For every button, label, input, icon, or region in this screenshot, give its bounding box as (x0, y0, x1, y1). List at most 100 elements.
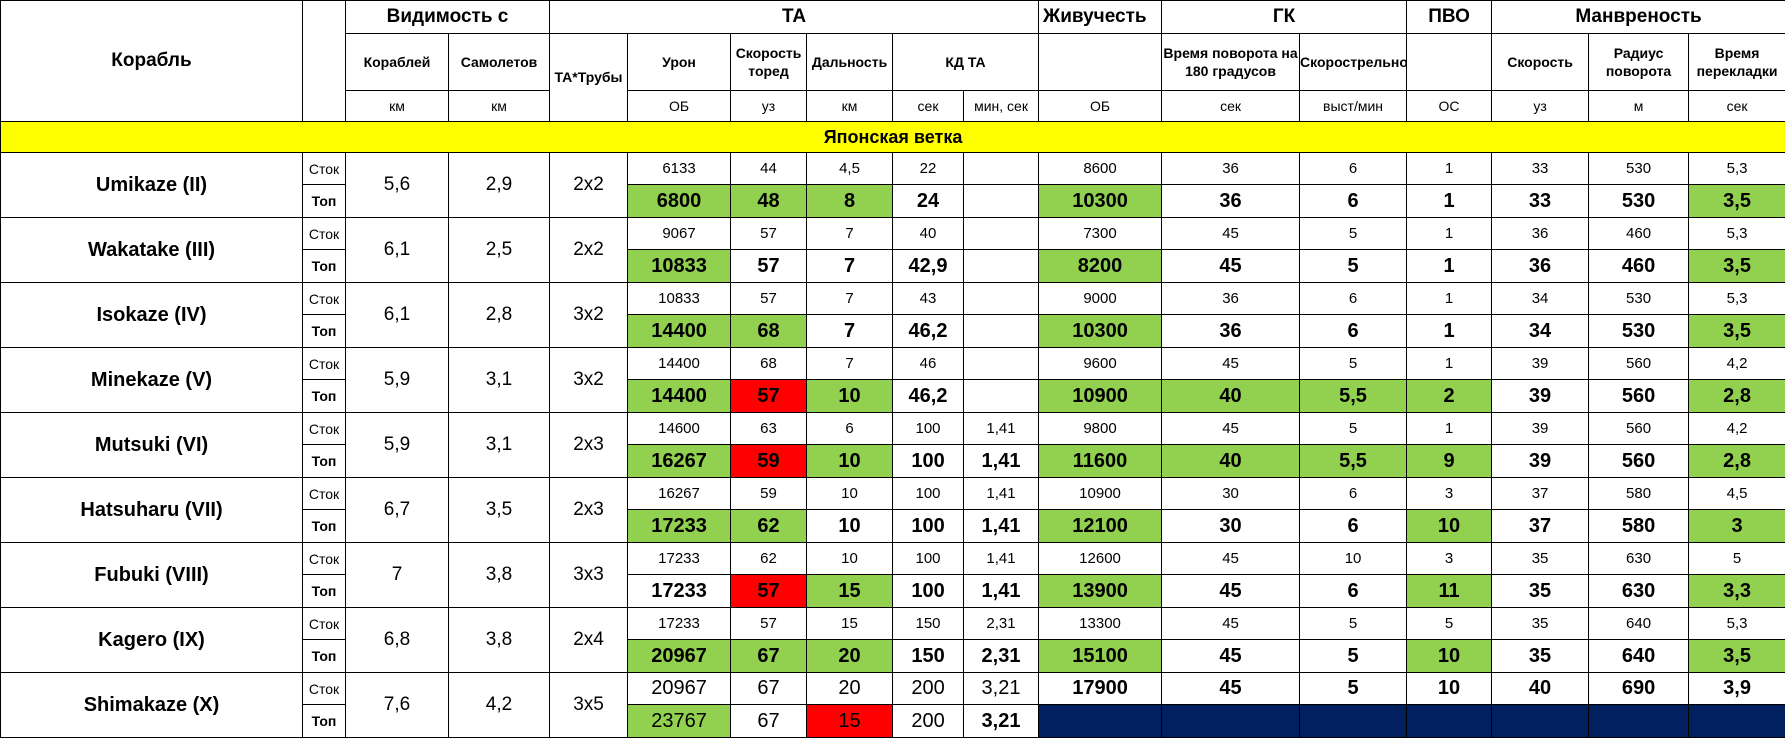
tubes: 3x2 (549, 282, 629, 348)
top-spd: 62 (730, 509, 808, 543)
stock-rudder: 5,3 (1688, 217, 1785, 250)
stock-turn: 45 (1161, 347, 1301, 380)
top-dmg: 20967 (627, 639, 732, 673)
stock-rof: 5 (1299, 607, 1408, 640)
tubes: 3x5 (549, 672, 629, 738)
vis-ships: 5,9 (345, 412, 449, 478)
stock-rng: 7 (806, 347, 894, 380)
stock-rng: 7 (806, 217, 894, 250)
top-dmg: 6800 (627, 184, 732, 218)
stock-rof: 10 (1299, 542, 1408, 575)
top-hp: 10300 (1038, 184, 1163, 218)
top-speed: 39 (1491, 444, 1590, 478)
header-damage: Урон (627, 33, 732, 91)
stock-turn: 30 (1161, 477, 1301, 510)
tubes: 3x2 (549, 347, 629, 413)
stock-rng: 15 (806, 607, 894, 640)
top-kdm: 3,21 (963, 704, 1040, 738)
stock-dmg: 20967 (627, 672, 732, 705)
top-hp (1038, 704, 1163, 738)
stock-radius: 560 (1588, 347, 1690, 380)
stock-kd: 40 (892, 217, 965, 250)
top-hp: 12100 (1038, 509, 1163, 543)
stock-kdm: 2,31 (963, 607, 1040, 640)
top-rng: 10 (806, 379, 894, 413)
top-dmg: 23767 (627, 704, 732, 738)
top-kd: 46,2 (892, 314, 965, 348)
stock-rof: 5 (1299, 412, 1408, 445)
stock-rudder: 5,3 (1688, 282, 1785, 315)
stock-rudder: 3,9 (1688, 672, 1785, 705)
stock-rng: 6 (806, 412, 894, 445)
stock-radius: 530 (1588, 152, 1690, 185)
top-turn: 40 (1161, 444, 1301, 478)
top-rng: 8 (806, 184, 894, 218)
stock-hp: 9000 (1038, 282, 1163, 315)
tubes: 2x3 (549, 412, 629, 478)
ship-name: Kagero (IX) (0, 607, 303, 673)
stock-kd: 46 (892, 347, 965, 380)
ship-name: Isokaze (IV) (0, 282, 303, 348)
state-stock: Сток (302, 607, 346, 640)
top-dmg: 14400 (627, 379, 732, 413)
top-aa: 1 (1406, 314, 1493, 348)
vis-ships: 6,1 (345, 217, 449, 283)
state-top: Топ (302, 379, 346, 413)
stock-spd: 63 (730, 412, 808, 445)
vis-ships: 6,7 (345, 477, 449, 543)
top-turn: 36 (1161, 314, 1301, 348)
top-rudder: 3,5 (1688, 184, 1785, 218)
header-speed: Скорость (1491, 33, 1590, 91)
vis-ships: 7,6 (345, 672, 449, 738)
stock-turn: 45 (1161, 672, 1301, 705)
table-row: Umikaze (II) Сток 5,6 2,9 2x2 6133 44 4,5 22 8600… (0, 152, 1785, 218)
top-rof: 6 (1299, 574, 1408, 608)
top-rng: 15 (806, 574, 894, 608)
top-hp: 8200 (1038, 249, 1163, 283)
ship-name: Umikaze (II) (0, 152, 303, 218)
top-radius: 630 (1588, 574, 1690, 608)
stock-hp: 17900 (1038, 672, 1163, 705)
stock-kdm: 1,41 (963, 477, 1040, 510)
stock-spd: 68 (730, 347, 808, 380)
top-kd: 100 (892, 574, 965, 608)
stock-rng: 7 (806, 282, 894, 315)
table-row: Minekaze (V) Сток 5,9 3,1 3x2 14400 68 7 46 9600 4… (0, 347, 1785, 413)
top-radius: 560 (1588, 379, 1690, 413)
top-radius: 460 (1588, 249, 1690, 283)
top-kd: 100 (892, 509, 965, 543)
stock-speed: 40 (1491, 672, 1590, 705)
top-rudder: 3 (1688, 509, 1785, 543)
table-row: Mutsuki (VI) Сток 5,9 3,1 2x3 14600 63 6 100 1,41… (0, 412, 1785, 478)
stock-rudder: 5 (1688, 542, 1785, 575)
top-speed: 39 (1491, 379, 1590, 413)
top-aa: 9 (1406, 444, 1493, 478)
table-row: Топ 23767 67 15 200 3,21 (1, 704, 1785, 738)
top-dmg: 10833 (627, 249, 732, 283)
header-maneuver: Манвреность (1491, 0, 1785, 34)
stock-rof: 6 (1299, 152, 1408, 185)
top-kdm (963, 314, 1040, 348)
header-vis-ships: Кораблей (345, 33, 449, 91)
stock-rof: 5 (1299, 347, 1408, 380)
top-aa: 1 (1406, 249, 1493, 283)
top-kdm: 1,41 (963, 574, 1040, 608)
stock-aa: 5 (1406, 607, 1493, 640)
top-kd: 24 (892, 184, 965, 218)
header-rudder: Время перекладки (1688, 33, 1785, 91)
stock-radius: 690 (1588, 672, 1690, 705)
vis-planes: 3,1 (447, 347, 551, 413)
state-stock: Сток (302, 347, 346, 380)
header-state: состояние (302, 0, 346, 122)
stock-spd: 57 (730, 282, 808, 315)
top-rng: 7 (806, 314, 894, 348)
stock-hp: 12600 (1038, 542, 1163, 575)
top-spd: 48 (730, 184, 808, 218)
top-rudder (1688, 704, 1785, 738)
stock-radius: 630 (1588, 542, 1690, 575)
stock-hp: 9600 (1038, 347, 1163, 380)
stock-speed: 36 (1491, 217, 1590, 250)
stock-hp: 10900 (1038, 477, 1163, 510)
top-hp: 10900 (1038, 379, 1163, 413)
top-rof: 5 (1299, 249, 1408, 283)
